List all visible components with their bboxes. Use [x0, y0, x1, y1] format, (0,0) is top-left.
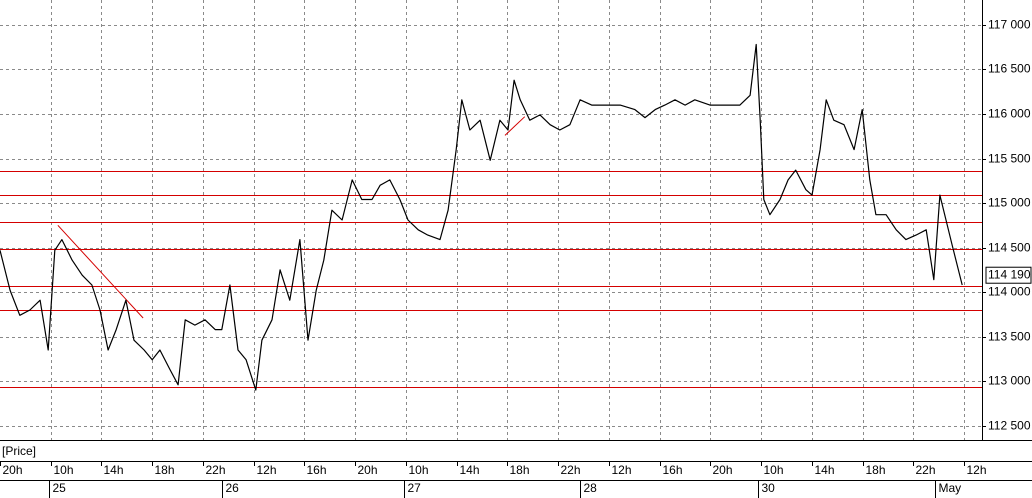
x-tick-label: 14h — [104, 463, 124, 477]
price-line — [0, 43, 963, 391]
trend-line — [504, 116, 526, 136]
y-tick-label: 113 500 — [988, 330, 1031, 344]
x-tick-label: 18h — [510, 463, 530, 477]
x-tick-label: 20h — [358, 463, 378, 477]
last-price-box — [985, 266, 1032, 284]
date-label: May — [939, 481, 962, 495]
x-tick-label: 18h — [155, 463, 175, 477]
y-tick-label: 115 500 — [988, 152, 1031, 166]
x-tick-label: 20h — [3, 463, 23, 477]
y-tick-label: 112 500 — [988, 419, 1031, 433]
x-tick-label: 12h — [967, 463, 987, 477]
x-tick-label: 12h — [257, 463, 277, 477]
x-tick-label: 10h — [54, 463, 74, 477]
x-tick-label: 22h — [916, 463, 936, 477]
x-tick-label: 20h — [713, 463, 733, 477]
x-tick-label: 16h — [663, 463, 683, 477]
trend-line — [57, 225, 144, 319]
x-tick-label: 14h — [815, 463, 835, 477]
date-label: 25 — [53, 481, 67, 495]
x-tick-label: 22h — [206, 463, 226, 477]
legend-label: [Price] — [2, 444, 36, 458]
y-tick-label: 116 500 — [988, 62, 1031, 76]
date-label: 28 — [584, 481, 598, 495]
y-tick-label: 116 000 — [988, 107, 1031, 121]
x-tick-label: 16h — [307, 463, 327, 477]
date-label: 27 — [408, 481, 422, 495]
y-tick-label: 113 000 — [988, 374, 1031, 388]
y-tick-label: 114 000 — [988, 285, 1031, 299]
date-label: 30 — [762, 481, 776, 495]
date-label: 26 — [226, 481, 240, 495]
y-tick-label: 114 500 — [988, 241, 1031, 255]
y-tick-label: 115 000 — [988, 196, 1031, 210]
y-tick-label: 117 000 — [988, 18, 1031, 32]
x-tick-label: 22h — [561, 463, 581, 477]
x-tick-label: 12h — [612, 463, 632, 477]
x-tick-label: 10h — [764, 463, 784, 477]
x-tick-label: 14h — [460, 463, 480, 477]
last-price-label: 114 190 — [988, 267, 1031, 281]
x-tick-label: 10h — [409, 463, 429, 477]
x-tick-label: 18h — [866, 463, 886, 477]
